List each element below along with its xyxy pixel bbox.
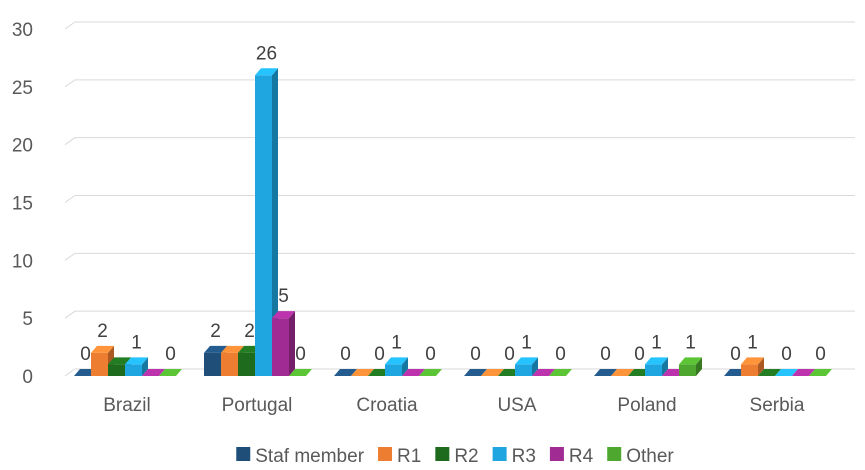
y-tick-label: 5: [22, 309, 33, 330]
gridline: [64, 137, 855, 146]
bar: [679, 357, 702, 376]
bar: [809, 369, 832, 376]
gridline: [64, 195, 855, 203]
data-label: 0: [781, 344, 792, 365]
y-tick-label: 25: [12, 78, 33, 99]
legend-swatch: [492, 447, 507, 461]
y-tick-label: 30: [12, 20, 33, 41]
bar: [792, 369, 815, 376]
x-category-label: Portugal: [222, 395, 293, 416]
bar: [159, 369, 182, 376]
x-category-label: Croatia: [356, 395, 418, 416]
bar: [645, 357, 668, 376]
gridlines: [64, 21, 855, 377]
legend-label: R2: [454, 446, 478, 467]
legend-label: Other: [626, 446, 674, 467]
bar: [125, 357, 148, 376]
x-category-label: Serbia: [750, 395, 805, 416]
y-tick-label: 10: [12, 251, 33, 272]
bar: [402, 369, 425, 376]
legend-item: R3: [492, 446, 536, 467]
x-category-label: USA: [497, 395, 536, 416]
data-label: 2: [244, 321, 255, 342]
bar: [334, 369, 357, 376]
legend-swatch: [236, 447, 251, 461]
legend-label: Staf member: [255, 446, 364, 467]
y-tick-label: 0: [22, 367, 33, 388]
legend-label: R1: [397, 446, 421, 467]
bar: [594, 369, 617, 376]
gridline: [64, 252, 855, 261]
bar: [255, 68, 278, 377]
data-label: 0: [815, 344, 826, 365]
data-label: 0: [504, 344, 515, 365]
data-label: 0: [425, 344, 436, 365]
x-category-label: Poland: [617, 395, 676, 416]
bar: [549, 369, 572, 376]
data-label: 2: [97, 321, 108, 342]
data-label: 5: [278, 286, 289, 307]
data-label: 0: [165, 344, 176, 365]
bar: [272, 311, 295, 376]
bar: [758, 369, 781, 376]
data-label: 0: [634, 344, 645, 365]
x-category-label: Brazil: [103, 395, 151, 416]
legend-swatch: [607, 447, 622, 461]
bars: [74, 68, 832, 377]
legend-item: R4: [549, 446, 594, 467]
data-label: 0: [730, 344, 741, 365]
gridline: [64, 368, 855, 377]
data-label: 0: [80, 344, 91, 365]
data-label: 1: [747, 332, 758, 353]
data-label: 1: [651, 332, 662, 353]
legend: Staf member R1 R2 R3 R4 Other: [236, 446, 674, 467]
data-label: 1: [685, 332, 696, 353]
y-tick-label: 20: [12, 136, 33, 157]
gridline: [64, 79, 855, 88]
bar: [142, 369, 165, 376]
bar: [419, 369, 442, 376]
legend-swatch: [435, 447, 450, 461]
data-label: 0: [295, 344, 306, 365]
bar: [741, 357, 764, 376]
data-label: 1: [391, 332, 402, 353]
legend-swatch: [378, 447, 393, 461]
data-label: 0: [374, 344, 385, 365]
bar: [532, 369, 555, 376]
data-label: 1: [131, 332, 142, 353]
data-label: 26: [256, 43, 277, 64]
y-tick-label: 15: [12, 194, 33, 215]
data-label: 0: [600, 344, 611, 365]
bar: [289, 369, 312, 376]
bar: [464, 369, 487, 376]
legend-label: R3: [512, 446, 536, 467]
data-label: 0: [340, 344, 351, 365]
bar: [775, 369, 798, 376]
bar: [611, 369, 634, 376]
gridline: [64, 21, 855, 30]
data-label: 1: [521, 332, 532, 353]
legend-label: R4: [569, 446, 594, 467]
gridline: [64, 310, 855, 319]
y-axis-ticks: 0 5 10 15 20 25 30: [12, 20, 33, 388]
data-label: 0: [555, 344, 566, 365]
legend-item: Other: [607, 446, 674, 467]
legend-item: R1: [378, 446, 421, 467]
data-label: 0: [470, 344, 481, 365]
data-label: 2: [210, 321, 221, 342]
bar: [515, 357, 538, 376]
legend-swatch: [549, 447, 564, 461]
bar: [481, 369, 504, 376]
x-axis-categories: Brazil Portugal Croatia USA Poland Serbia: [103, 395, 805, 416]
legend-item: Staf member: [236, 446, 365, 467]
bar: [351, 369, 374, 376]
bar: [385, 357, 408, 376]
legend-item: R2: [435, 446, 479, 467]
